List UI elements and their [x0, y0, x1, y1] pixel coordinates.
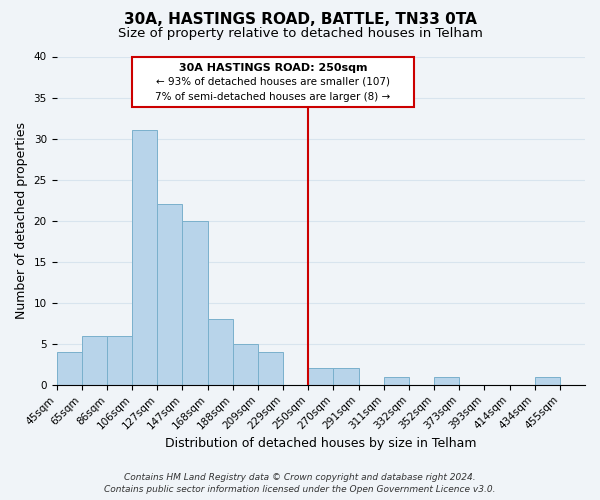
Bar	[308, 368, 334, 385]
Bar	[208, 319, 233, 385]
X-axis label: Distribution of detached houses by size in Telham: Distribution of detached houses by size …	[165, 437, 476, 450]
Bar	[258, 352, 283, 385]
Text: Contains HM Land Registry data © Crown copyright and database right 2024.
Contai: Contains HM Land Registry data © Crown c…	[104, 472, 496, 494]
FancyBboxPatch shape	[132, 56, 414, 108]
Text: 30A HASTINGS ROAD: 250sqm: 30A HASTINGS ROAD: 250sqm	[179, 63, 367, 73]
Bar	[56, 352, 82, 385]
Bar	[434, 376, 459, 385]
Bar	[157, 204, 182, 385]
Bar	[334, 368, 359, 385]
Bar	[383, 376, 409, 385]
Y-axis label: Number of detached properties: Number of detached properties	[15, 122, 28, 319]
Text: 7% of semi-detached houses are larger (8) →: 7% of semi-detached houses are larger (8…	[155, 92, 391, 102]
Bar	[182, 220, 208, 385]
Bar	[132, 130, 157, 385]
Bar	[107, 336, 132, 385]
Text: ← 93% of detached houses are smaller (107): ← 93% of detached houses are smaller (10…	[156, 77, 390, 87]
Bar	[233, 344, 258, 385]
Bar	[82, 336, 107, 385]
Text: Size of property relative to detached houses in Telham: Size of property relative to detached ho…	[118, 28, 482, 40]
Text: 30A, HASTINGS ROAD, BATTLE, TN33 0TA: 30A, HASTINGS ROAD, BATTLE, TN33 0TA	[124, 12, 476, 28]
Bar	[535, 376, 560, 385]
